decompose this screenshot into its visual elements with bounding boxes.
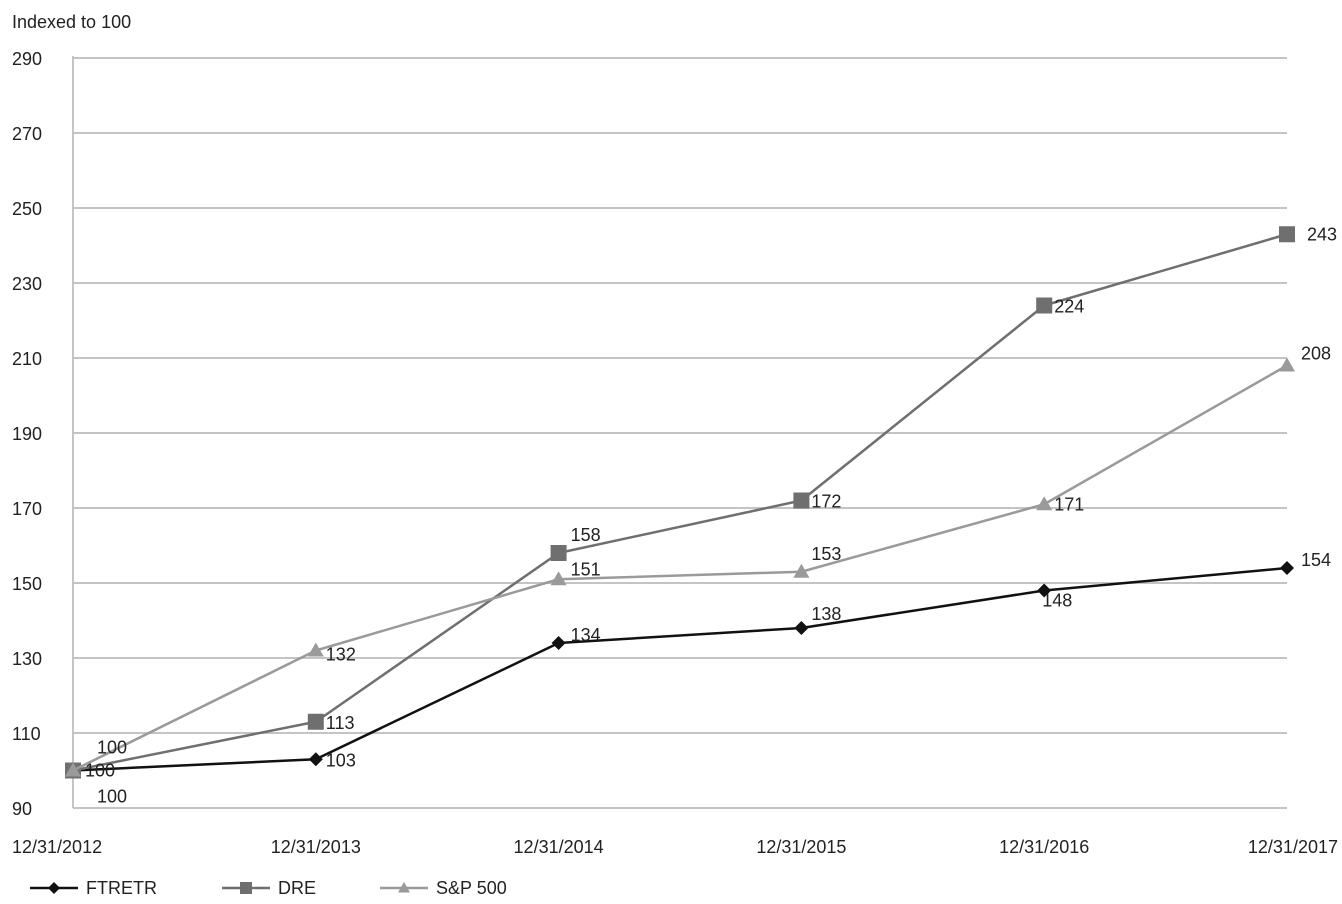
data-point (1036, 297, 1053, 314)
y-tick-label: 190 (12, 424, 42, 444)
y-tick-label: 230 (12, 274, 42, 294)
data-point (794, 621, 809, 635)
x-tick-label: 12/31/2012 (12, 837, 102, 857)
x-tick-label: 12/31/2016 (999, 837, 1089, 857)
data-point (307, 642, 324, 657)
data-label: 134 (571, 625, 601, 645)
data-label: 158 (571, 525, 601, 545)
data-label: 113 (326, 713, 355, 733)
data-point (1037, 583, 1052, 598)
data-point (308, 752, 323, 767)
data-label: 154 (1301, 550, 1331, 570)
data-point (1279, 357, 1295, 372)
data-point (793, 492, 810, 509)
data-label: 148 (1042, 591, 1072, 611)
series-line-ftretr (72, 566, 1288, 772)
data-point (1279, 226, 1295, 243)
data-label: 208 (1301, 344, 1331, 364)
data-label: 151 (571, 559, 601, 579)
data-label: 224 (1054, 297, 1084, 317)
x-tick-label: 12/31/2015 (756, 837, 846, 857)
x-tick-label: 12/31/2017 (1248, 837, 1338, 857)
data-label: 171 (1054, 494, 1084, 514)
legend-marker (48, 882, 60, 894)
data-label: 243 (1307, 224, 1337, 244)
y-tick-label: 150 (12, 574, 42, 594)
data-label: 138 (811, 604, 841, 624)
legend-label: FTRETR (86, 878, 157, 898)
data-point (307, 713, 324, 730)
y-tick-label: 170 (12, 499, 42, 519)
y-tick-label: 290 (12, 49, 42, 69)
legend-marker (240, 882, 252, 894)
x-tick-label: 12/31/2013 (271, 837, 361, 857)
legend-label: DRE (278, 878, 316, 898)
data-label: 153 (811, 544, 841, 564)
data-label: 100 (85, 761, 115, 781)
legend-marker (398, 882, 410, 893)
data-point (1280, 561, 1294, 575)
y-tick-label: 90 (12, 799, 32, 819)
y-tick-label: 270 (12, 124, 42, 144)
y-tick-label: 250 (12, 199, 42, 219)
data-point (1036, 496, 1053, 511)
data-label: 103 (326, 750, 356, 770)
y-tick-label: 110 (12, 724, 41, 744)
x-tick-label: 12/31/2014 (514, 837, 604, 857)
data-point (551, 636, 566, 650)
data-point (65, 762, 81, 777)
data-label: 100 (97, 738, 127, 758)
series-line-s-p-500 (72, 364, 1288, 772)
y-tick-label: 130 (12, 649, 42, 669)
data-point (550, 545, 567, 561)
data-label: 132 (326, 645, 356, 665)
data-point (793, 563, 810, 578)
y-tick-label: 210 (12, 349, 42, 369)
data-point (550, 571, 567, 586)
data-label: 172 (811, 492, 841, 512)
series-line-dre (72, 233, 1288, 772)
y-axis-title: Indexed to 100 (12, 12, 131, 32)
legend-label: S&P 500 (436, 878, 507, 898)
data-label: 100 (97, 787, 127, 807)
